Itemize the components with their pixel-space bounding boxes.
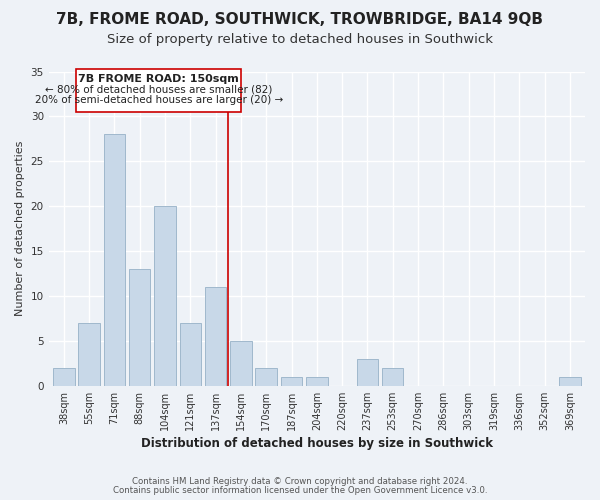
- Text: Contains HM Land Registry data © Crown copyright and database right 2024.: Contains HM Land Registry data © Crown c…: [132, 477, 468, 486]
- FancyBboxPatch shape: [76, 69, 241, 112]
- Bar: [281, 377, 302, 386]
- Bar: [154, 206, 176, 386]
- Bar: [382, 368, 403, 386]
- Bar: [179, 323, 201, 386]
- Bar: [256, 368, 277, 386]
- Text: 20% of semi-detached houses are larger (20) →: 20% of semi-detached houses are larger (…: [35, 95, 283, 105]
- Bar: [79, 323, 100, 386]
- Text: ← 80% of detached houses are smaller (82): ← 80% of detached houses are smaller (82…: [45, 84, 272, 94]
- Bar: [104, 134, 125, 386]
- X-axis label: Distribution of detached houses by size in Southwick: Distribution of detached houses by size …: [141, 437, 493, 450]
- Y-axis label: Number of detached properties: Number of detached properties: [15, 141, 25, 316]
- Bar: [356, 359, 378, 386]
- Bar: [205, 287, 226, 386]
- Text: Size of property relative to detached houses in Southwick: Size of property relative to detached ho…: [107, 32, 493, 46]
- Text: 7B, FROME ROAD, SOUTHWICK, TROWBRIDGE, BA14 9QB: 7B, FROME ROAD, SOUTHWICK, TROWBRIDGE, B…: [56, 12, 544, 28]
- Bar: [129, 269, 151, 386]
- Bar: [559, 377, 581, 386]
- Bar: [53, 368, 74, 386]
- Bar: [306, 377, 328, 386]
- Bar: [230, 341, 251, 386]
- Text: Contains public sector information licensed under the Open Government Licence v3: Contains public sector information licen…: [113, 486, 487, 495]
- Text: 7B FROME ROAD: 150sqm: 7B FROME ROAD: 150sqm: [79, 74, 239, 84]
